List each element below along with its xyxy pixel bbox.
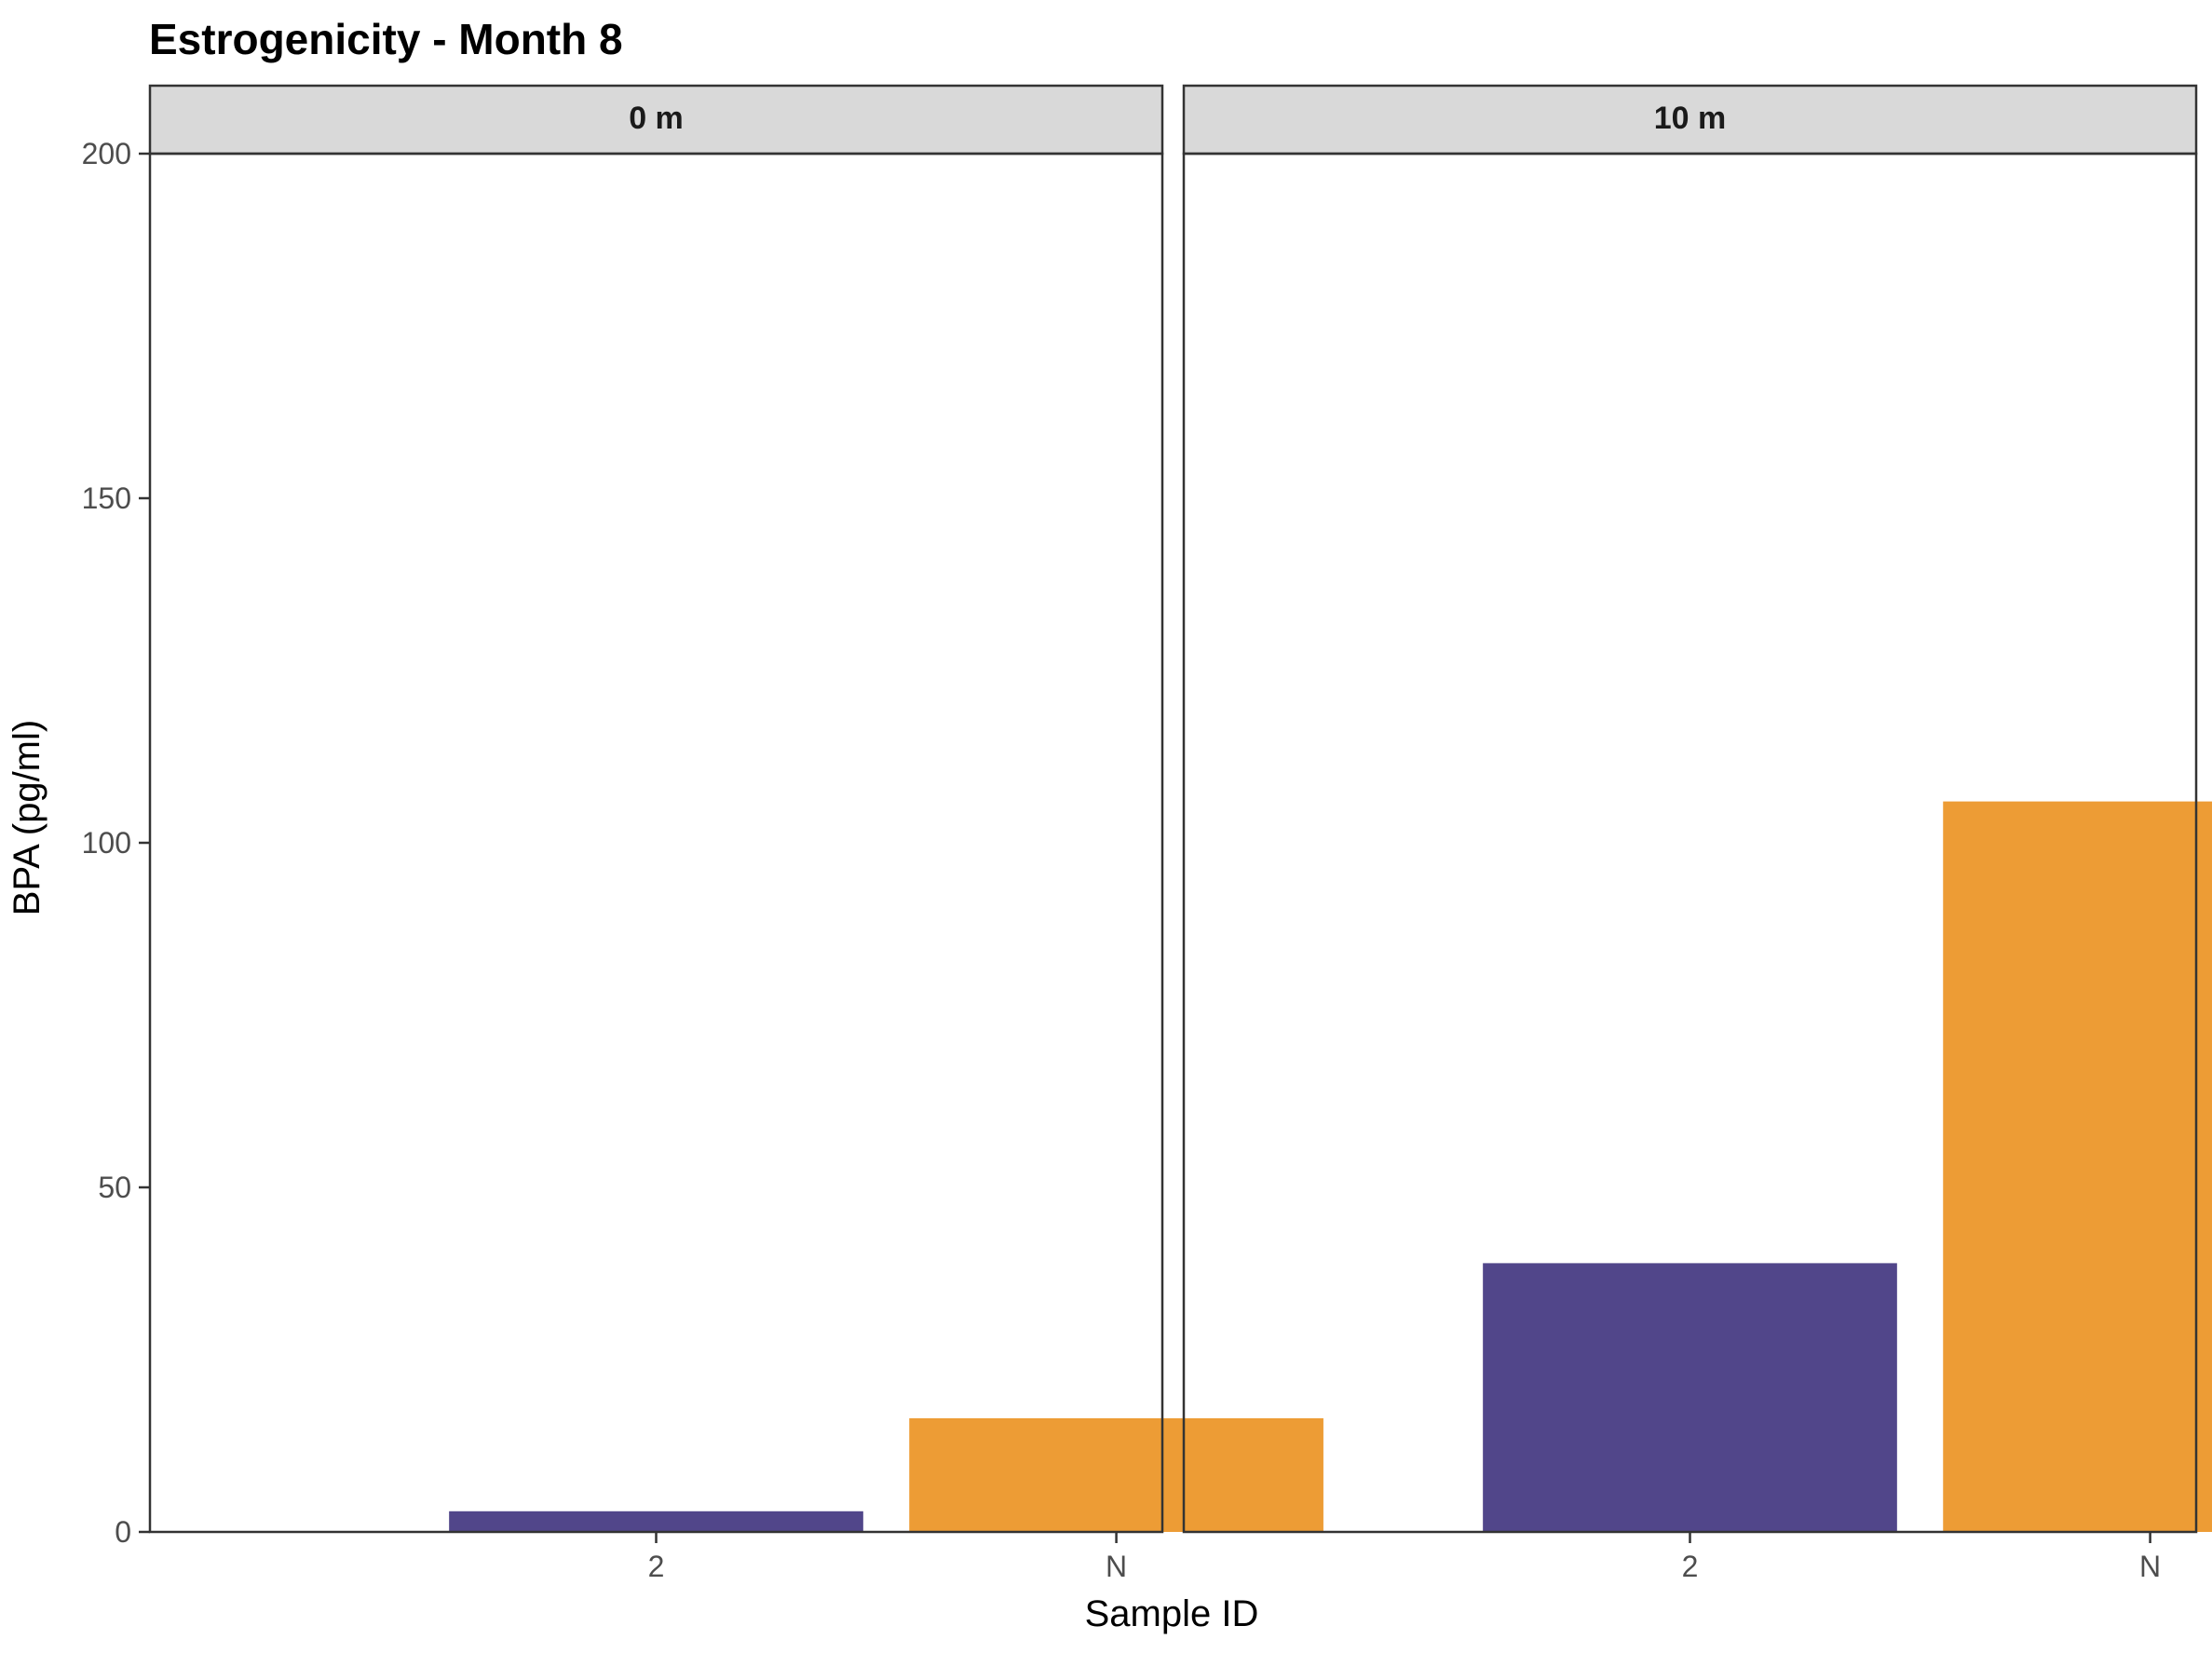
y-tick-label: 50 (98, 1171, 131, 1204)
bar-0m-N (909, 1417, 1323, 1532)
facet-strip-label: 10 m (1654, 101, 1727, 136)
y-tick-label: 0 (115, 1515, 131, 1549)
facet-panel: 10 m 2 N (1182, 84, 2212, 1583)
facet-panels: 0 m 2 N 10 m 2 N (148, 84, 2212, 1583)
facet-strip (148, 84, 1164, 156)
y-axis: 0 50 100 150 200 (82, 137, 150, 1549)
bar-10m-N (1943, 801, 2212, 1532)
bar-0m-2 (449, 1511, 863, 1532)
x-tick-label: N (2139, 1550, 2161, 1583)
x-tick-label: N (1106, 1550, 1127, 1583)
y-tick-label: 100 (82, 826, 131, 860)
facet-strip (1182, 84, 2198, 156)
x-axis-title: Sample ID (1085, 1593, 1259, 1634)
y-axis-title: BPA (pg/ml) (7, 720, 47, 915)
y-tick-label: 150 (82, 481, 131, 515)
panel-border (148, 152, 1164, 1534)
facet-panel: 0 m 2 N (148, 84, 1323, 1583)
chart-title: Estrogenicity - Month 8 (149, 15, 623, 63)
x-tick-label: 2 (648, 1550, 665, 1583)
facet-strip-label: 0 m (629, 101, 684, 136)
bar-10m-2 (1483, 1263, 1897, 1532)
panel-border (1182, 152, 2198, 1534)
x-tick-label: 2 (1682, 1550, 1699, 1583)
y-tick-label: 200 (82, 137, 131, 170)
